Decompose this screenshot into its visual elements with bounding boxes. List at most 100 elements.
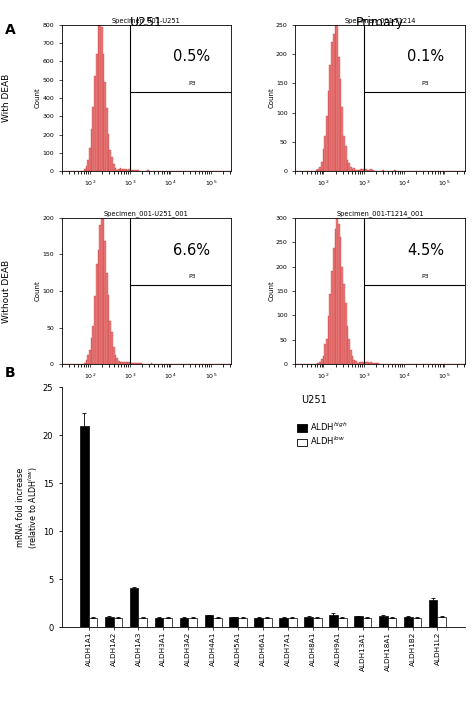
Bar <box>350 167 352 171</box>
Bar <box>111 157 113 171</box>
Bar <box>137 170 138 171</box>
Bar <box>429 600 438 627</box>
Bar <box>127 170 128 171</box>
Y-axis label: Count: Count <box>35 88 41 108</box>
Bar <box>375 363 377 364</box>
Bar <box>109 150 111 171</box>
Bar <box>340 79 341 171</box>
Y-axis label: mRNA fold increase
(relative to ALDH$^{low}$): mRNA fold increase (relative to ALDH$^{l… <box>16 466 40 549</box>
Bar <box>130 362 132 364</box>
Bar <box>360 169 362 171</box>
Bar <box>304 617 313 627</box>
Bar <box>98 25 99 171</box>
Bar <box>338 224 340 364</box>
Bar <box>125 169 127 171</box>
Bar <box>346 160 348 171</box>
Title: Specimen_001-T1214_001: Specimen_001-T1214_001 <box>336 210 424 217</box>
Bar <box>132 362 134 364</box>
Text: 4.5%: 4.5% <box>407 242 444 257</box>
Bar <box>213 618 222 627</box>
Bar <box>394 170 396 171</box>
Bar <box>372 170 374 171</box>
Bar <box>104 82 106 171</box>
Bar <box>341 106 343 171</box>
Bar <box>379 616 388 627</box>
Bar <box>323 355 324 364</box>
Bar <box>164 618 172 627</box>
Text: B: B <box>5 367 15 380</box>
Bar <box>263 618 272 627</box>
Bar <box>188 618 197 627</box>
Bar <box>319 362 321 364</box>
Bar <box>108 135 109 171</box>
Bar <box>364 169 365 171</box>
Bar <box>120 362 121 364</box>
Bar <box>87 355 89 364</box>
Bar <box>354 616 363 627</box>
Bar <box>116 169 118 171</box>
Bar <box>128 169 130 171</box>
Bar <box>335 26 336 171</box>
Bar <box>138 618 147 627</box>
Bar <box>135 363 137 364</box>
Bar <box>238 618 247 627</box>
Bar <box>362 169 364 171</box>
Bar <box>335 229 336 364</box>
Bar <box>115 168 116 171</box>
Bar <box>123 169 125 171</box>
Bar <box>125 362 127 364</box>
Y-axis label: Count: Count <box>35 281 41 301</box>
Bar <box>365 169 367 171</box>
Bar <box>109 321 111 364</box>
Bar <box>412 618 421 627</box>
Bar <box>336 25 338 171</box>
Bar <box>438 617 446 627</box>
Bar <box>89 350 91 364</box>
Bar <box>329 615 338 627</box>
Bar <box>135 169 137 171</box>
Text: P3: P3 <box>422 274 429 279</box>
Bar <box>104 241 106 364</box>
Bar <box>357 363 358 364</box>
Bar <box>116 358 118 364</box>
Bar <box>105 617 114 627</box>
Bar <box>338 57 340 171</box>
Bar <box>121 169 123 171</box>
Bar <box>106 108 108 171</box>
Bar <box>333 34 335 171</box>
Y-axis label: Count: Count <box>268 281 274 301</box>
Y-axis label: Count: Count <box>268 88 274 108</box>
Bar <box>111 332 113 364</box>
Bar <box>328 316 329 364</box>
Bar <box>369 363 371 364</box>
Text: With DEAB: With DEAB <box>2 74 11 122</box>
Text: P3: P3 <box>188 81 196 86</box>
Title: Specimen_001-U251: Specimen_001-U251 <box>112 17 181 24</box>
Bar <box>365 362 367 364</box>
Text: 0.5%: 0.5% <box>173 50 210 65</box>
Bar <box>121 362 123 364</box>
Bar <box>346 326 348 364</box>
Bar <box>229 618 238 627</box>
Bar <box>99 25 101 171</box>
Bar <box>86 360 87 364</box>
Text: Primary: Primary <box>356 16 404 29</box>
Bar <box>348 339 350 364</box>
Bar <box>313 618 322 627</box>
Bar <box>89 618 97 627</box>
Text: 0.1%: 0.1% <box>407 50 444 65</box>
Bar <box>371 169 372 171</box>
Bar <box>94 296 96 364</box>
Bar <box>316 170 318 171</box>
Bar <box>352 169 354 171</box>
Bar <box>98 250 99 364</box>
Bar <box>324 135 326 171</box>
Bar <box>106 272 108 364</box>
Text: U251: U251 <box>130 16 163 29</box>
Text: P3: P3 <box>188 274 196 279</box>
Bar <box>123 362 125 364</box>
Bar <box>113 164 115 171</box>
Bar <box>132 170 134 171</box>
Bar <box>343 284 345 364</box>
Bar <box>255 618 263 627</box>
